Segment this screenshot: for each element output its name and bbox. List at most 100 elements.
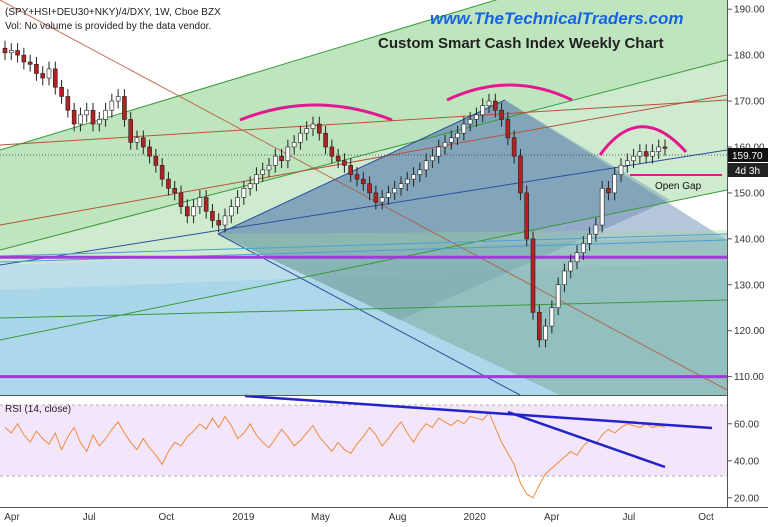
candle-body — [235, 197, 240, 207]
candle-body — [21, 54, 27, 63]
price-axis[interactable]: 110.00 120.00 130.00 140.00 150.00 160.00 170.… — [728, 5, 765, 383]
candle-body — [373, 192, 379, 203]
candle-body — [59, 86, 64, 97]
candle-body — [467, 119, 473, 125]
candle-body — [612, 174, 618, 194]
time-tick-label: Aug — [389, 512, 407, 523]
pitchfork-lower-line — [217, 233, 521, 396]
candle-body — [310, 123, 316, 129]
candle-body — [455, 132, 460, 139]
last-price-text: 159.70 — [732, 151, 763, 162]
rsi-tick-label: 20.00 — [734, 493, 759, 504]
pitchfork-core — [218, 100, 670, 320]
candle-body — [411, 174, 416, 180]
candle-body — [474, 114, 479, 120]
candle-body — [574, 252, 580, 263]
candle-body — [216, 220, 222, 226]
candle-body — [404, 178, 410, 185]
candle-body — [178, 192, 184, 207]
candle-body — [599, 188, 605, 226]
candle-body — [90, 109, 96, 125]
candle-body — [392, 188, 398, 194]
price-tick-label: 110.00 — [734, 372, 764, 383]
candle-body — [34, 64, 39, 74]
candles — [2, 40, 668, 348]
pitchfork-median-line — [0, 149, 728, 266]
candle-body — [260, 169, 266, 175]
candle-body — [656, 146, 662, 152]
candle-body — [247, 183, 253, 189]
time-tick-label: Oct — [158, 512, 174, 523]
candle-body — [15, 50, 20, 56]
candle-body — [430, 155, 435, 162]
candle-body — [241, 188, 247, 198]
price-tick-label: 170.00 — [734, 97, 765, 108]
candle-body — [254, 174, 259, 185]
candle-body — [329, 146, 335, 157]
arc-2020-top — [446, 83, 573, 102]
candle-body — [279, 155, 284, 162]
candle-body — [580, 243, 586, 253]
candle-body — [624, 160, 630, 166]
candle-body — [606, 188, 611, 194]
candle-body — [637, 151, 643, 157]
candle-body — [492, 100, 498, 111]
candle-body — [505, 119, 511, 139]
candle-body — [643, 151, 649, 157]
price-tick-label: 130.00 — [734, 280, 765, 291]
rsi-axis[interactable]: 20.00 40.00 60.00 — [728, 419, 759, 504]
blue-line-1 — [0, 233, 728, 257]
candle-body — [46, 68, 52, 79]
rsi-panel: RSI (14, close) — [0, 394, 727, 507]
candle-body — [197, 197, 203, 207]
time-left-tag-box — [728, 163, 768, 177]
candle-body — [134, 137, 140, 143]
pitchfork-upper-line — [217, 99, 506, 235]
time-tick-label: Apr — [544, 512, 560, 523]
candle-body — [335, 155, 341, 162]
green-band-upper — [0, 0, 727, 250]
candle-body — [461, 123, 467, 134]
price-tick-label: 120.00 — [734, 326, 765, 337]
candle-body — [147, 146, 152, 157]
candle-body — [543, 325, 548, 341]
candle-body — [272, 155, 278, 166]
brown-line-2 — [0, 99, 728, 146]
candle-body — [386, 192, 391, 198]
candle-body — [222, 215, 228, 226]
candle-body — [140, 137, 146, 148]
brown-line-1 — [0, 94, 728, 226]
candle-body — [518, 155, 523, 194]
rsi-tick-label: 60.00 — [734, 419, 759, 430]
candle-body — [304, 128, 310, 134]
price-axis-background — [728, 0, 768, 507]
candle-body — [631, 155, 636, 162]
candle-body — [172, 188, 178, 194]
candle-body — [417, 169, 423, 175]
vol-note: Vol: No volume is provided by the data v… — [5, 21, 211, 32]
candle-body — [354, 174, 360, 180]
time-axis[interactable]: Apr Jul Oct 2019 May Aug 2020 Apr Jul Oct — [4, 512, 714, 523]
magenta-arcs — [239, 83, 722, 176]
arc-right-shoulder — [598, 125, 688, 156]
last-price-tag: 159.70 4d 3h — [728, 148, 768, 177]
price-tick-label: 160.00 — [734, 142, 765, 153]
time-tick-label: 2020 — [464, 512, 487, 523]
rsi-series-line — [4, 411, 666, 499]
candle-body — [524, 192, 530, 240]
candle-body — [448, 137, 454, 143]
candle-body — [662, 146, 668, 149]
candle-body — [203, 197, 209, 212]
candle-body — [78, 114, 83, 125]
candle-body — [323, 132, 328, 148]
candle-body — [442, 142, 448, 148]
candle-body — [593, 224, 599, 235]
candle-body — [128, 119, 134, 143]
candle-body — [398, 183, 404, 189]
watermark: www.TheTechnicalTraders.com — [430, 9, 684, 28]
price-tick-label: 140.00 — [734, 234, 765, 245]
candle-body — [587, 233, 592, 244]
price-panel-background — [0, 0, 727, 395]
time-tick-label: May — [311, 512, 330, 523]
candle-body — [159, 165, 165, 180]
